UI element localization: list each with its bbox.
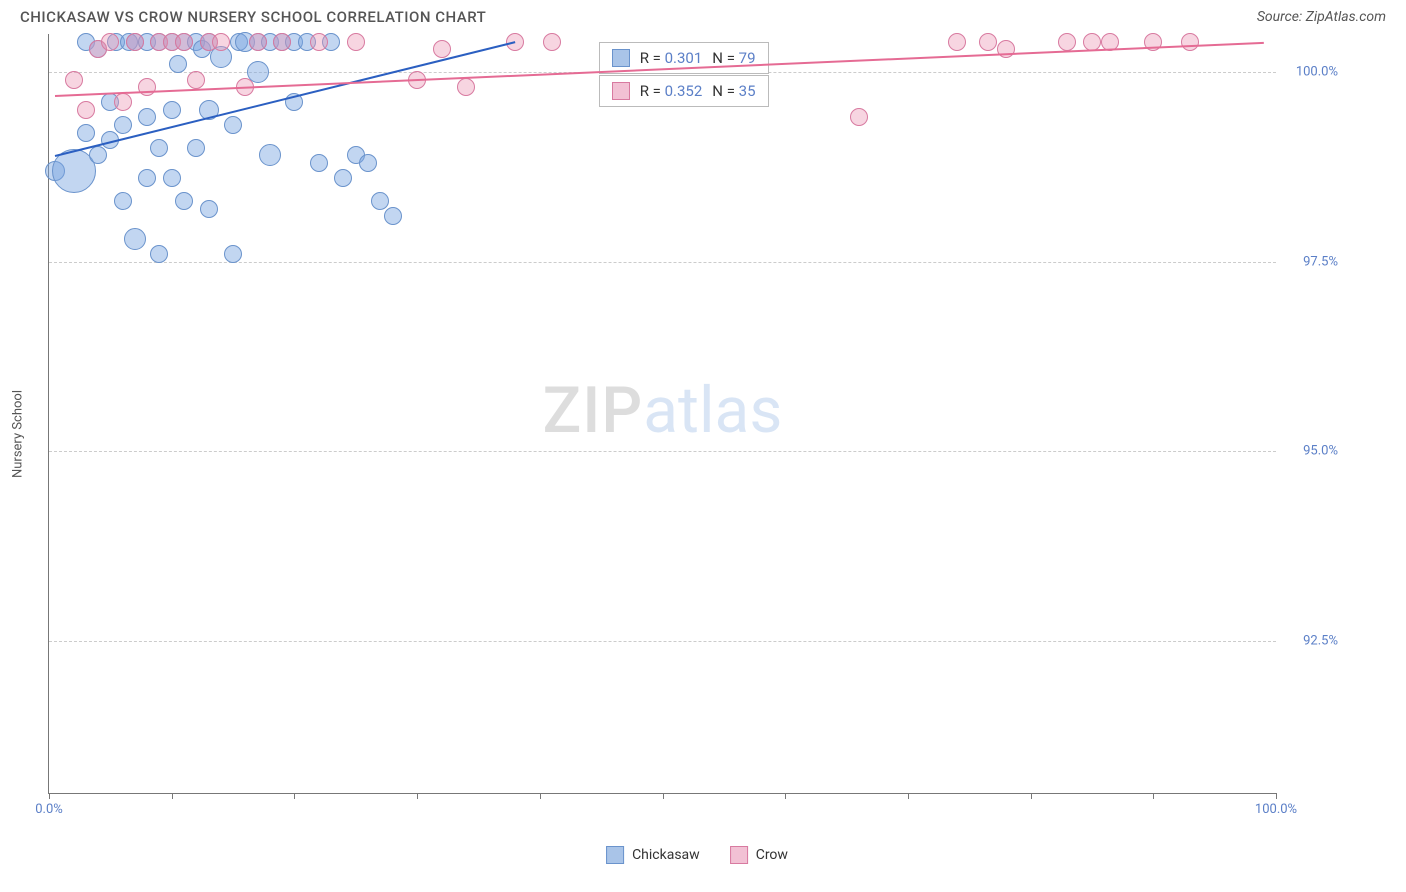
scatter-point bbox=[65, 71, 83, 89]
scatter-point bbox=[163, 169, 181, 187]
scatter-point bbox=[371, 192, 389, 210]
scatter-point bbox=[138, 169, 156, 187]
chart-source: Source: ZipAtlas.com bbox=[1257, 9, 1386, 25]
scatter-point bbox=[273, 33, 291, 51]
x-tick bbox=[294, 793, 295, 799]
scatter-point bbox=[212, 33, 230, 51]
gridline bbox=[49, 641, 1276, 642]
y-tick-label: 100.0% bbox=[1296, 64, 1338, 79]
scatter-point bbox=[1181, 33, 1199, 51]
scatter-point bbox=[543, 33, 561, 51]
scatter-point bbox=[310, 154, 328, 172]
legend-item: Crow bbox=[730, 846, 788, 864]
scatter-point bbox=[249, 33, 267, 51]
scatter-point bbox=[150, 245, 168, 263]
scatter-point bbox=[224, 116, 242, 134]
scatter-point bbox=[948, 33, 966, 51]
scatter-point bbox=[1058, 33, 1076, 51]
gridline bbox=[49, 451, 1276, 452]
scatter-point bbox=[126, 33, 144, 51]
x-tick bbox=[540, 793, 541, 799]
scatter-point bbox=[101, 33, 119, 51]
stats-swatch bbox=[612, 82, 630, 100]
legend-label: Chickasaw bbox=[632, 847, 700, 863]
scatter-point bbox=[114, 116, 132, 134]
stats-r-label: R = 0.352 bbox=[640, 82, 703, 100]
scatter-point bbox=[138, 108, 156, 126]
scatter-point bbox=[150, 139, 168, 157]
watermark-part2: atlas bbox=[643, 372, 782, 447]
x-tick bbox=[1276, 793, 1277, 799]
x-tick bbox=[908, 793, 909, 799]
chart-title: CHICKASAW VS CROW NURSERY SCHOOL CORRELA… bbox=[20, 8, 486, 26]
scatter-point bbox=[114, 192, 132, 210]
legend-label: Crow bbox=[756, 847, 788, 863]
x-tick bbox=[785, 793, 786, 799]
scatter-point bbox=[334, 169, 352, 187]
scatter-point bbox=[175, 192, 193, 210]
watermark-part1: ZIP bbox=[543, 372, 644, 447]
scatter-point bbox=[310, 33, 328, 51]
chart-container: Nursery School ZIPatlas 92.5%95.0%97.5%1… bbox=[48, 34, 1346, 834]
scatter-point bbox=[850, 108, 868, 126]
x-tick bbox=[417, 793, 418, 799]
legend-swatch bbox=[606, 846, 624, 864]
scatter-point bbox=[384, 207, 402, 225]
scatter-point bbox=[89, 146, 107, 164]
x-tick bbox=[1031, 793, 1032, 799]
scatter-point bbox=[1083, 33, 1101, 51]
x-tick-label: 0.0% bbox=[35, 802, 63, 817]
scatter-point bbox=[433, 40, 451, 58]
scatter-point bbox=[457, 78, 475, 96]
watermark: ZIPatlas bbox=[543, 372, 783, 447]
scatter-point bbox=[124, 228, 146, 250]
scatter-point bbox=[979, 33, 997, 51]
y-tick-label: 95.0% bbox=[1303, 444, 1338, 459]
stats-n-label: N = 35 bbox=[712, 82, 755, 100]
scatter-point bbox=[77, 124, 95, 142]
x-tick bbox=[1153, 793, 1154, 799]
scatter-point bbox=[187, 71, 205, 89]
stats-box: R = 0.352 N = 35 bbox=[599, 75, 769, 107]
y-tick-label: 97.5% bbox=[1303, 254, 1338, 269]
scatter-point bbox=[259, 144, 281, 166]
scatter-point bbox=[163, 101, 181, 119]
scatter-point bbox=[347, 33, 365, 51]
legend-item: Chickasaw bbox=[606, 846, 700, 864]
stats-swatch bbox=[612, 49, 630, 67]
x-tick bbox=[49, 793, 50, 799]
x-tick bbox=[663, 793, 664, 799]
scatter-point bbox=[200, 200, 218, 218]
stats-r-label: R = 0.301 bbox=[640, 49, 703, 67]
scatter-point bbox=[175, 33, 193, 51]
legend: Chickasaw Crow bbox=[606, 846, 788, 864]
scatter-point bbox=[169, 55, 187, 73]
y-tick-label: 92.5% bbox=[1303, 634, 1338, 649]
plot-area: ZIPatlas 92.5%95.0%97.5%100.0%0.0%100.0%… bbox=[48, 34, 1276, 794]
x-tick-label: 100.0% bbox=[1255, 802, 1297, 817]
scatter-point bbox=[187, 139, 205, 157]
scatter-point bbox=[359, 154, 377, 172]
scatter-point bbox=[114, 93, 132, 111]
y-axis-label: Nursery School bbox=[11, 390, 26, 478]
scatter-point bbox=[224, 245, 242, 263]
scatter-point bbox=[138, 78, 156, 96]
legend-swatch bbox=[730, 846, 748, 864]
x-tick bbox=[172, 793, 173, 799]
scatter-point bbox=[77, 101, 95, 119]
